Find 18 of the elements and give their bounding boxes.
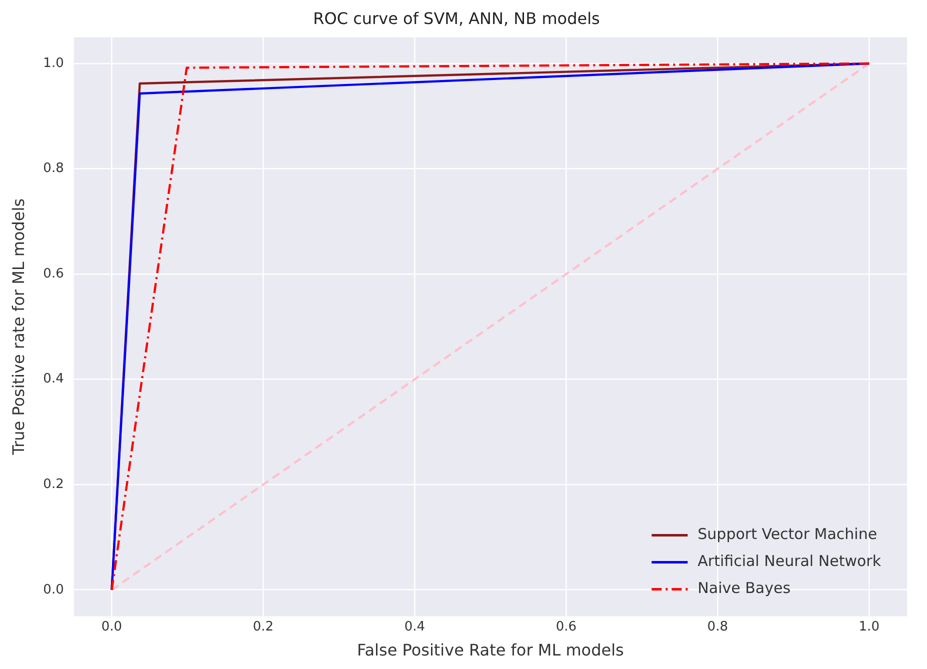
legend-label: Naive Bayes — [698, 579, 791, 598]
x-tick-label: 0.8 — [707, 619, 728, 634]
x-tick-label: 0.6 — [556, 619, 577, 634]
y-tick-label: 0.6 — [43, 266, 64, 282]
y-tick-label: 0.8 — [43, 161, 64, 176]
y-tick-label: 1.0 — [43, 56, 64, 71]
y-axis-title: True Positive rate for ML models — [8, 198, 28, 456]
legend-label: Artificial Neural Network — [698, 552, 882, 570]
x-tick-label: 0.2 — [252, 619, 274, 634]
x-tick-label: 0.0 — [101, 619, 122, 634]
y-tick-label: 0.0 — [43, 582, 64, 598]
x-tick-label: 0.4 — [404, 619, 426, 634]
x-tick-label: 1.0 — [858, 619, 880, 634]
y-tick-label: 0.4 — [43, 372, 64, 387]
chart-title: ROC curve of SVM, ANN, NB models — [313, 8, 600, 28]
y-tick-label: 0.2 — [43, 476, 64, 492]
legend-label: Support Vector Machine — [698, 525, 878, 544]
x-axis-title: False Positive Rate for ML models — [357, 640, 624, 660]
